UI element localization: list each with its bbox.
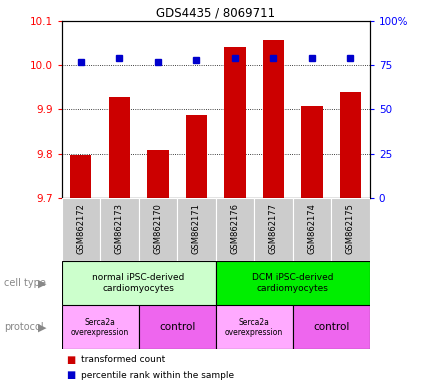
- Bar: [147, 150, 168, 198]
- Text: GSM862175: GSM862175: [346, 203, 355, 254]
- Text: GSM862173: GSM862173: [115, 203, 124, 254]
- Text: control: control: [159, 322, 196, 333]
- Bar: [139, 305, 215, 349]
- Bar: [215, 261, 370, 305]
- Text: GSM862176: GSM862176: [230, 203, 239, 254]
- Title: GDS4435 / 8069711: GDS4435 / 8069711: [156, 7, 275, 20]
- Text: Serca2a
overexpression: Serca2a overexpression: [225, 318, 283, 337]
- Bar: [224, 47, 246, 198]
- Text: transformed count: transformed count: [81, 355, 165, 364]
- Text: ■: ■: [66, 355, 75, 365]
- Bar: [293, 305, 370, 349]
- Bar: [100, 198, 139, 261]
- Bar: [340, 92, 361, 198]
- Bar: [177, 198, 215, 261]
- Bar: [263, 40, 284, 198]
- Text: Serca2a
overexpression: Serca2a overexpression: [71, 318, 129, 337]
- Bar: [293, 198, 331, 261]
- Text: control: control: [313, 322, 349, 333]
- Text: GSM862177: GSM862177: [269, 203, 278, 254]
- Bar: [70, 155, 91, 198]
- Text: ▶: ▶: [38, 322, 47, 333]
- Text: DCM iPSC-derived
cardiomyocytes: DCM iPSC-derived cardiomyocytes: [252, 273, 334, 293]
- Text: ▶: ▶: [38, 278, 47, 288]
- Bar: [254, 198, 293, 261]
- Text: GSM862170: GSM862170: [153, 203, 162, 254]
- Text: percentile rank within the sample: percentile rank within the sample: [81, 371, 234, 380]
- Text: GSM862174: GSM862174: [307, 203, 317, 254]
- Text: GSM862172: GSM862172: [76, 203, 85, 254]
- Text: protocol: protocol: [4, 322, 44, 333]
- Bar: [186, 115, 207, 198]
- Bar: [109, 97, 130, 198]
- Text: cell type: cell type: [4, 278, 46, 288]
- Text: ■: ■: [66, 370, 75, 381]
- Bar: [139, 198, 177, 261]
- Text: normal iPSC-derived
cardiomyocytes: normal iPSC-derived cardiomyocytes: [93, 273, 185, 293]
- Bar: [215, 305, 293, 349]
- Text: GSM862171: GSM862171: [192, 203, 201, 254]
- Bar: [62, 198, 100, 261]
- Bar: [62, 305, 139, 349]
- Bar: [301, 106, 323, 198]
- Bar: [62, 261, 215, 305]
- Bar: [331, 198, 370, 261]
- Bar: [215, 198, 254, 261]
